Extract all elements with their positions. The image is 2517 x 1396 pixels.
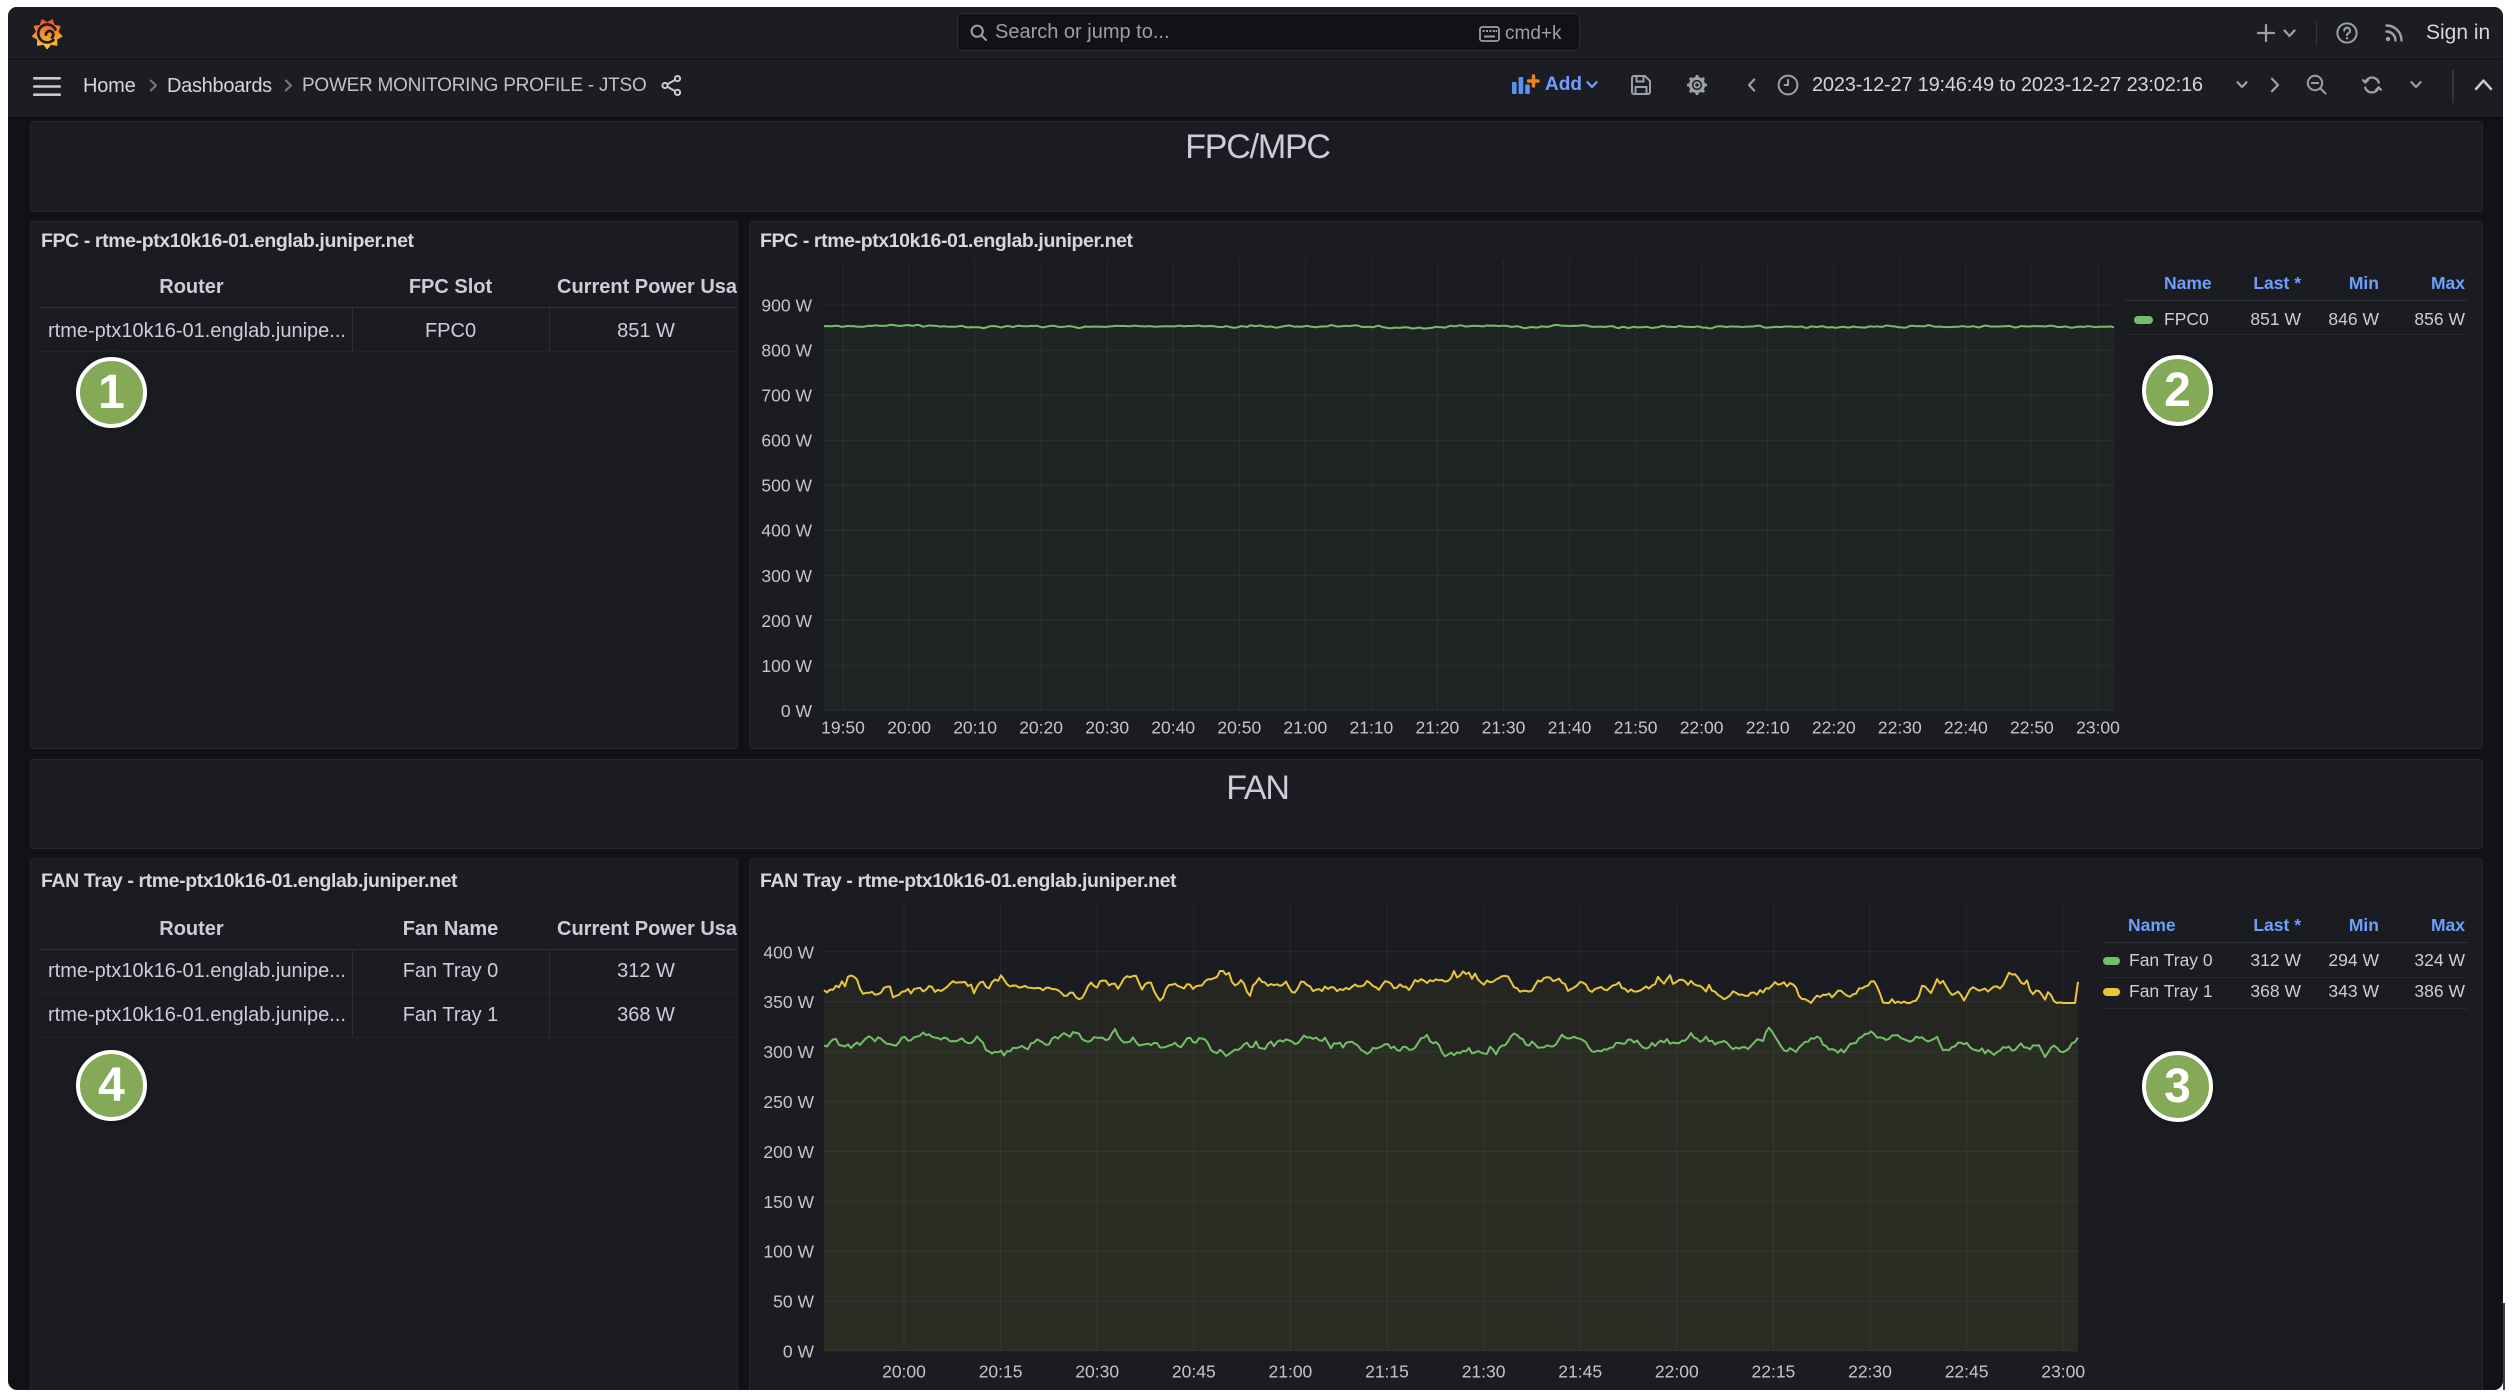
svg-text:700 W: 700 W xyxy=(761,386,812,406)
svg-text:20:30: 20:30 xyxy=(1085,718,1129,738)
svg-text:400 W: 400 W xyxy=(763,942,814,962)
svg-text:20:30: 20:30 xyxy=(1075,1362,1119,1382)
svg-text:20:10: 20:10 xyxy=(953,718,997,738)
svg-text:20:15: 20:15 xyxy=(979,1362,1023,1382)
svg-text:400 W: 400 W xyxy=(761,521,812,541)
svg-text:23:00: 23:00 xyxy=(2076,718,2120,738)
svg-text:21:30: 21:30 xyxy=(1482,718,1526,738)
svg-text:0 W: 0 W xyxy=(783,1342,815,1362)
svg-text:20:20: 20:20 xyxy=(1019,718,1063,738)
svg-text:150 W: 150 W xyxy=(763,1192,814,1212)
svg-text:20:45: 20:45 xyxy=(1172,1362,1216,1382)
svg-text:23:00: 23:00 xyxy=(2041,1362,2085,1382)
svg-text:600 W: 600 W xyxy=(761,431,812,451)
svg-text:300 W: 300 W xyxy=(761,566,812,586)
svg-text:21:15: 21:15 xyxy=(1365,1362,1409,1382)
svg-text:22:00: 22:00 xyxy=(1680,718,1724,738)
svg-text:21:50: 21:50 xyxy=(1614,718,1658,738)
svg-text:21:45: 21:45 xyxy=(1558,1362,1602,1382)
svg-text:22:45: 22:45 xyxy=(1945,1362,1989,1382)
svg-text:22:00: 22:00 xyxy=(1655,1362,1699,1382)
svg-text:21:40: 21:40 xyxy=(1548,718,1592,738)
svg-text:22:30: 22:30 xyxy=(1848,1362,1892,1382)
svg-text:22:10: 22:10 xyxy=(1746,718,1790,738)
svg-text:200 W: 200 W xyxy=(761,611,812,631)
svg-text:20:00: 20:00 xyxy=(882,1362,926,1382)
svg-text:20:40: 20:40 xyxy=(1151,718,1195,738)
svg-text:0 W: 0 W xyxy=(781,701,813,721)
svg-text:20:50: 20:50 xyxy=(1217,718,1261,738)
svg-text:21:00: 21:00 xyxy=(1283,718,1327,738)
svg-text:21:10: 21:10 xyxy=(1350,718,1394,738)
svg-text:350 W: 350 W xyxy=(763,992,814,1012)
svg-text:100 W: 100 W xyxy=(763,1242,814,1262)
svg-text:20:00: 20:00 xyxy=(887,718,931,738)
svg-text:22:50: 22:50 xyxy=(2010,718,2054,738)
svg-text:100 W: 100 W xyxy=(761,656,812,676)
svg-text:19:50: 19:50 xyxy=(821,718,865,738)
svg-text:900 W: 900 W xyxy=(761,296,812,316)
svg-text:21:00: 21:00 xyxy=(1269,1362,1313,1382)
svg-text:200 W: 200 W xyxy=(763,1142,814,1162)
svg-text:21:30: 21:30 xyxy=(1462,1362,1506,1382)
svg-text:800 W: 800 W xyxy=(761,341,812,361)
svg-text:50 W: 50 W xyxy=(773,1292,814,1312)
svg-text:300 W: 300 W xyxy=(763,1042,814,1062)
svg-text:22:15: 22:15 xyxy=(1752,1362,1796,1382)
svg-text:500 W: 500 W xyxy=(761,476,812,496)
svg-text:22:40: 22:40 xyxy=(1944,718,1988,738)
svg-text:22:20: 22:20 xyxy=(1812,718,1856,738)
svg-text:22:30: 22:30 xyxy=(1878,718,1922,738)
svg-text:21:20: 21:20 xyxy=(1416,718,1460,738)
svg-text:250 W: 250 W xyxy=(763,1092,814,1112)
